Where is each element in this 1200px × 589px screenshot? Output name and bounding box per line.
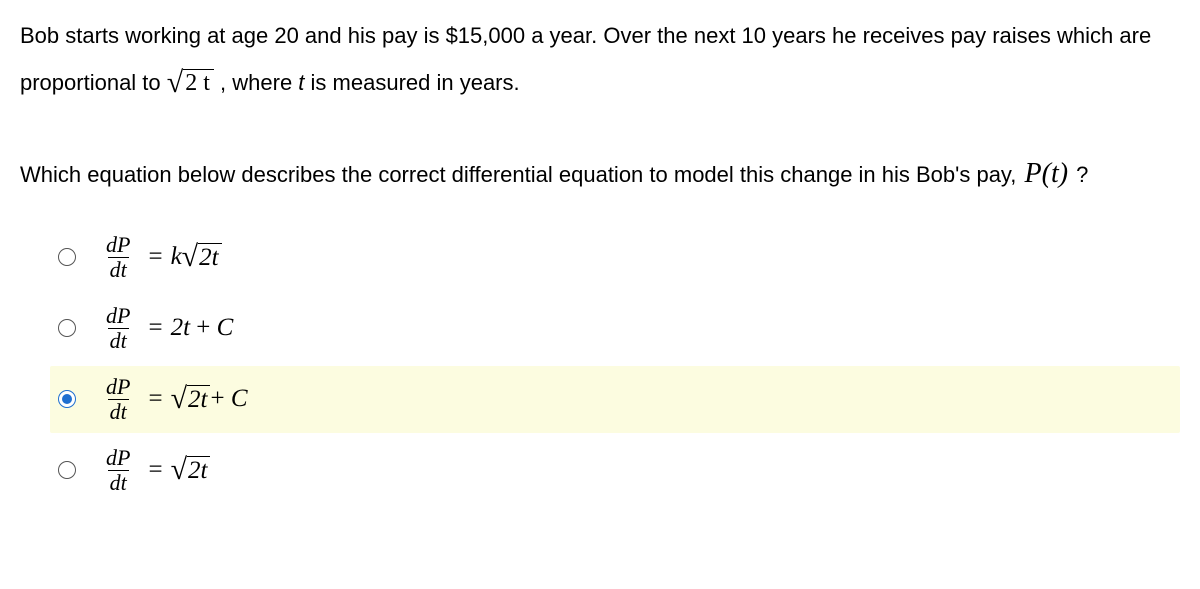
opt4-sqrt: 2t	[187, 456, 210, 485]
sqrt-icon: √	[171, 382, 187, 416]
q-line2-post: ?	[1070, 162, 1088, 187]
frac-dpdt: dP dt	[104, 234, 132, 281]
equals-icon: =	[148, 314, 162, 342]
frac-dpdt: dP dt	[104, 376, 132, 423]
equals-icon: =	[148, 456, 162, 484]
frac-dpdt: dP dt	[104, 305, 132, 352]
q-line1-mid: , where	[220, 70, 298, 95]
option-3-math: dP dt = √2t + C	[104, 376, 248, 423]
option-3[interactable]: dP dt = √2t + C	[50, 366, 1180, 433]
question-text: Bob starts working at age 20 and his pay…	[20, 16, 1180, 200]
option-2-math: dP dt = 2t + C	[104, 305, 233, 352]
equals-icon: =	[148, 243, 162, 271]
options-group: dP dt = k√2t dP dt = 2t + C dP dt = √2t …	[20, 224, 1180, 504]
q-pt: P(t)	[1023, 158, 1071, 189]
opt2-body: 2t + C	[171, 314, 234, 342]
opt3-sqrt: 2t	[187, 385, 210, 414]
option-4-math: dP dt = √2t	[104, 447, 210, 494]
frac-dpdt: dP dt	[104, 447, 132, 494]
opt1-sqrt: 2t	[198, 243, 221, 272]
radio-3[interactable]	[58, 390, 76, 408]
q-line1-post: is measured in years.	[304, 70, 519, 95]
opt3-tail: + C	[210, 385, 247, 413]
radio-1[interactable]	[58, 248, 76, 266]
sqrt-icon: √	[182, 240, 198, 274]
option-4[interactable]: dP dt = √2t	[50, 437, 1180, 504]
opt1-k: k	[171, 243, 182, 271]
equals-icon: =	[148, 385, 162, 413]
option-2[interactable]: dP dt = 2t + C	[50, 295, 1180, 362]
radio-2[interactable]	[58, 319, 76, 337]
radio-4[interactable]	[58, 461, 76, 479]
sqrt-icon: √	[167, 66, 183, 99]
option-1-math: dP dt = k√2t	[104, 234, 222, 281]
option-1[interactable]: dP dt = k√2t	[50, 224, 1180, 291]
q-sqrt-2t: √2 t	[167, 56, 214, 110]
q-line2-pre: Which equation below describes the corre…	[20, 162, 1023, 187]
sqrt-icon: √	[171, 453, 187, 487]
